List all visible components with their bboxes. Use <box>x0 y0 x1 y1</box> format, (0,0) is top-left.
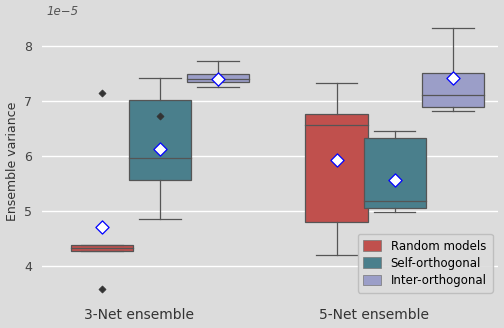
Legend: Random models, Self-orthogonal, Inter-orthogonal: Random models, Self-orthogonal, Inter-or… <box>357 234 492 293</box>
Point <box>214 76 222 81</box>
Bar <box>187 74 249 82</box>
Point <box>391 178 399 183</box>
Point <box>156 146 164 152</box>
Bar <box>71 245 133 251</box>
Point <box>156 113 164 119</box>
Bar <box>305 114 368 222</box>
Bar <box>422 73 484 107</box>
Point <box>98 287 106 292</box>
Text: 1e−5: 1e−5 <box>46 5 79 18</box>
Point <box>98 91 106 96</box>
Point <box>449 75 457 80</box>
Bar <box>363 138 426 208</box>
Point <box>333 157 341 162</box>
Y-axis label: Ensemble variance: Ensemble variance <box>6 101 19 221</box>
Bar <box>129 99 192 180</box>
Point <box>98 224 106 229</box>
